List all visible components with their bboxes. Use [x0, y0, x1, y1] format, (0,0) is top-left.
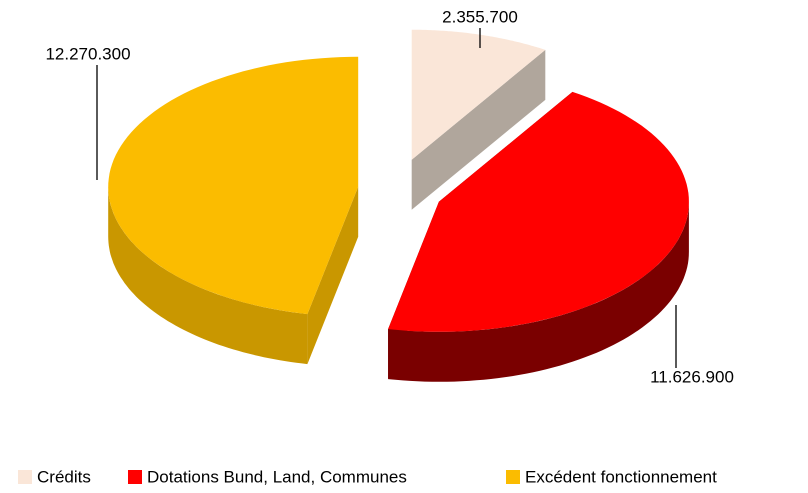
slice-top: [108, 56, 359, 315]
slice-side: [411, 49, 546, 210]
data-label: 12.270.300: [45, 44, 130, 63]
slice: [411, 29, 546, 210]
slice-top: [388, 91, 689, 332]
slice: [388, 91, 689, 382]
slice-wall: [388, 201, 689, 382]
legend-label: Excédent fonctionnement: [525, 467, 717, 486]
legend-swatch: [128, 470, 142, 484]
slice-side: [307, 186, 359, 365]
slice-top: [411, 29, 546, 160]
legend-label: Dotations Bund, Land, Communes: [147, 467, 407, 486]
legend-swatch: [506, 470, 520, 484]
data-label: 11.626.900: [650, 367, 734, 386]
legend-label: Crédits: [37, 467, 91, 486]
slice: [108, 56, 359, 365]
data-label: 2.355.700: [442, 7, 518, 26]
legend-swatch: [18, 470, 32, 484]
slice-wall: [108, 186, 308, 365]
